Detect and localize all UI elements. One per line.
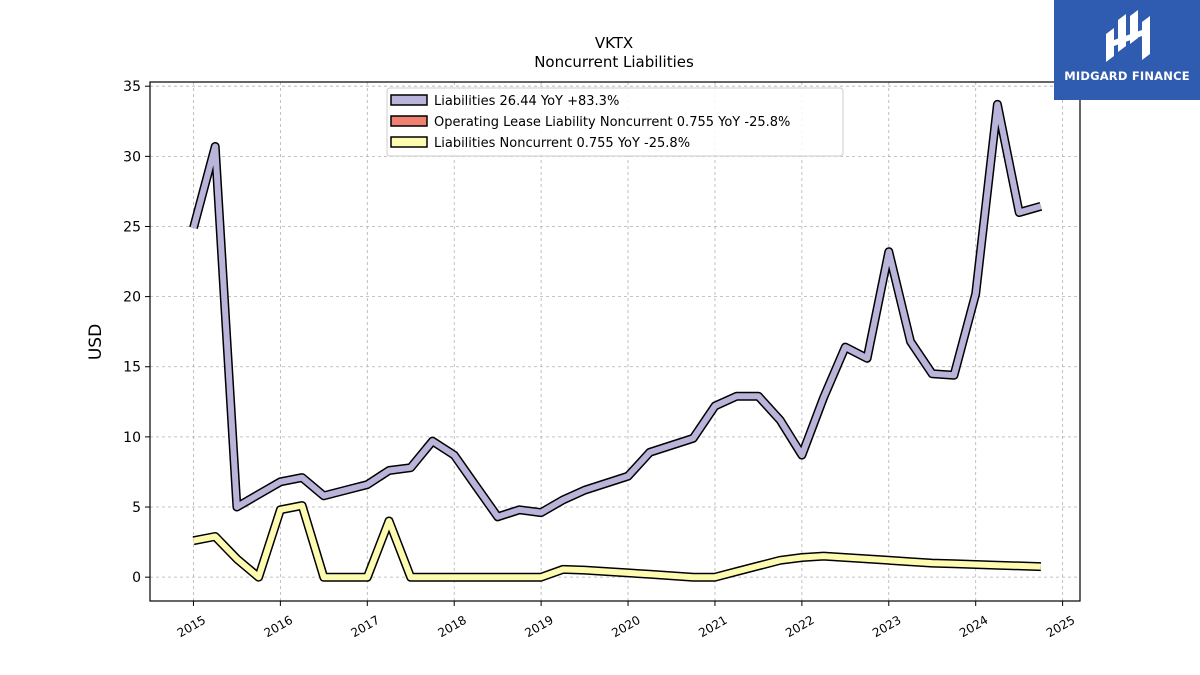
y-tick-label: 10 [123,430,141,446]
grid-lines [150,82,1080,601]
x-tick-label: 2019 [522,613,555,640]
legend-label: Operating Lease Liability Noncurrent 0.7… [434,115,790,130]
legend-label: Liabilities Noncurrent 0.755 YoY -25.8% [434,136,690,151]
x-tick-label: 2023 [870,613,903,640]
legend-swatch [390,115,428,127]
x-tick-label: 2018 [435,613,468,640]
x-tick-label: 2024 [957,613,990,640]
chart-subtitle: Noncurrent Liabilities [534,53,694,71]
x-tick-label: 2020 [609,613,642,640]
y-tick-label: 5 [132,500,141,516]
brand-name: MIDGARD FINANCE [1064,69,1190,83]
x-axis: 2015 2016 2017 2018 2019 2020 2021 2022 2023 2024… [175,601,1077,640]
x-tick-label: 2016 [262,613,295,640]
brand-mark-icon [1106,10,1150,62]
y-tick-label: 25 [123,219,141,235]
legend-swatch [390,136,428,148]
y-axis-label: USD [86,324,106,360]
legend: Liabilities 26.44 YoY +83.3% Operating Le… [386,87,844,157]
series-line-2 [192,502,1041,581]
plot-frame [149,81,1081,602]
y-tick-label: 30 [123,149,141,165]
x-tick-label: 2015 [175,613,208,640]
x-tick-label: 2025 [1044,613,1077,640]
series-line-outline-0 [189,99,1043,522]
x-tick-label: 2017 [349,613,382,640]
legend-label: Liabilities 26.44 YoY +83.3% [434,94,619,109]
brand-logo: MIDGARD FINANCE [1054,0,1200,100]
series-line-0 [190,101,1042,520]
x-tick-label: 2021 [696,613,729,640]
chart-title: VKTX [595,34,633,52]
x-tick-label: 2022 [783,613,816,640]
series-group [189,99,1043,582]
y-tick-label: 20 [123,290,141,306]
legend-box [386,87,844,157]
legend-swatch [390,94,428,106]
y-axis: 0 5 10 15 20 25 30 35 [123,79,150,586]
y-tick-label: 35 [123,79,141,95]
y-tick-label: 0 [132,570,141,586]
y-tick-label: 15 [123,360,141,376]
